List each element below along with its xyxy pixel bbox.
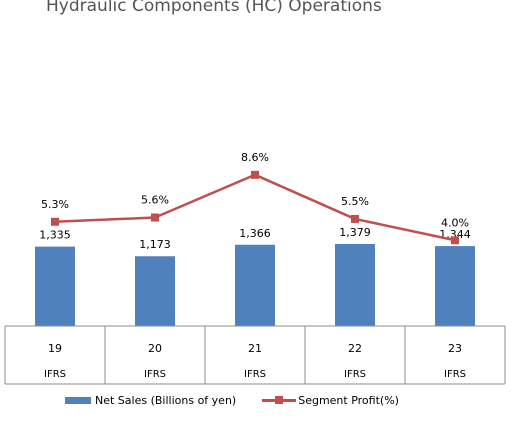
profit-point-23 <box>451 236 459 245</box>
legend-label-segment-profit: Segment Profit(%) <box>298 393 399 407</box>
profit-data-label-20: 5.6% <box>141 194 169 207</box>
profit-point-20 <box>151 213 159 222</box>
category-sublabel: IFRS <box>244 369 266 380</box>
profit-point-19 <box>51 217 59 226</box>
chart-legend: Net Sales (Billions of yen) Segment Prof… <box>65 391 399 409</box>
category-label-19: 19 <box>48 342 62 355</box>
bar-data-label-21: 1,366 <box>239 227 271 240</box>
bar-19 <box>35 246 75 326</box>
bar-20 <box>135 256 175 326</box>
bar-data-label-22: 1,379 <box>339 226 371 239</box>
legend-label-net-sales: Net Sales (Billions of yen) <box>95 393 237 407</box>
bar-data-label-20: 1,173 <box>139 238 171 251</box>
bar-23 <box>435 246 475 326</box>
profit-data-label-21: 8.6% <box>241 151 269 164</box>
category-sublabel: IFRS <box>44 369 66 380</box>
bar-data-label-19: 1,335 <box>39 229 71 242</box>
profit-point-21 <box>251 170 259 179</box>
category-sublabel: IFRS <box>444 369 466 380</box>
category-label-20: 20 <box>148 342 162 355</box>
profit-data-label-22: 5.5% <box>341 195 369 208</box>
legend-swatch-net-sales <box>65 396 91 404</box>
category-sublabel: IFRS <box>144 369 166 380</box>
category-label-21: 21 <box>248 342 262 355</box>
profit-data-label-19: 5.3% <box>41 198 69 211</box>
bar-22 <box>335 244 375 326</box>
chart-title: Hydraulic Components (HC) Operations <box>46 0 382 16</box>
bar-21 <box>235 244 275 326</box>
profit-point-22 <box>351 214 359 223</box>
category-label-22: 22 <box>348 342 362 355</box>
category-sublabel: IFRS <box>344 369 366 380</box>
profit-data-label-23: 4.0% <box>441 216 469 229</box>
category-label-23: 23 <box>448 342 462 355</box>
legend-swatch-segment-profit <box>262 395 297 405</box>
